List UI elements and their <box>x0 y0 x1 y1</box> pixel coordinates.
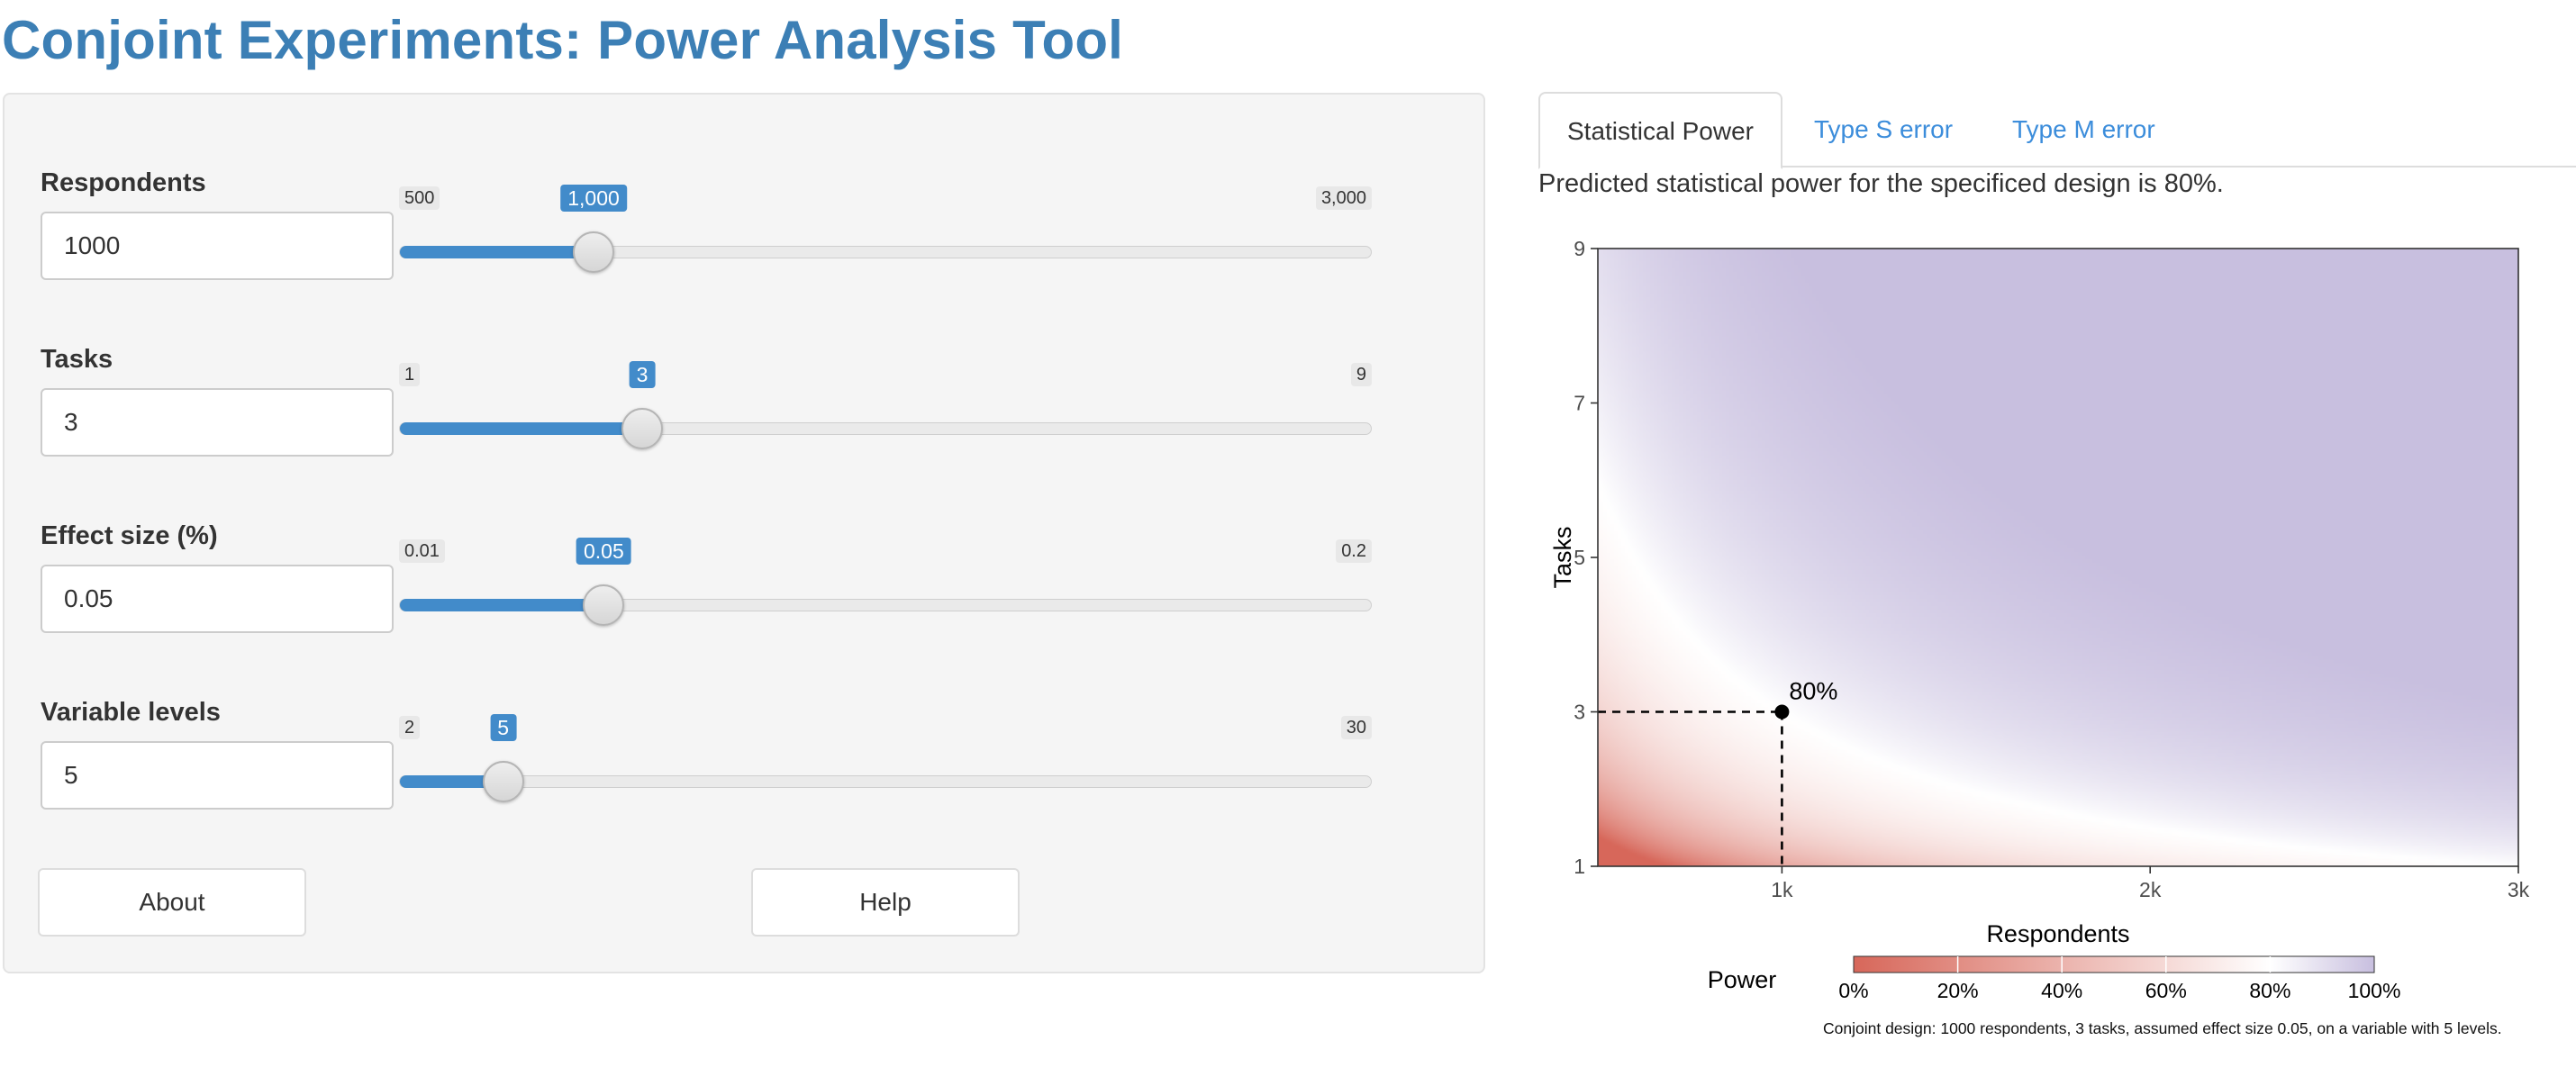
slider-min-label: 500 <box>399 186 440 210</box>
respondents-control: Respondents 500 3,000 1,000 <box>39 168 1372 312</box>
respondents-slider[interactable]: 500 3,000 1,000 <box>399 168 1372 294</box>
slider-track[interactable] <box>399 246 1372 258</box>
legend-tick-label: 20% <box>1937 979 1979 1002</box>
help-button[interactable]: Help <box>751 868 1020 937</box>
slider-track[interactable] <box>399 599 1372 611</box>
heatmap-fill <box>1598 249 2518 866</box>
slider-fill <box>400 599 605 611</box>
y-tick-label: 9 <box>1574 237 1585 260</box>
slider-max-label: 30 <box>1340 716 1372 739</box>
legend-tick-label: 100% <box>2348 979 2401 1002</box>
legend-ticks: 0% 20% 40% 60% 80% 100% <box>1838 956 2400 1002</box>
tab-statistical-power[interactable]: Statistical Power <box>1538 92 1782 169</box>
respondents-label: Respondents <box>41 168 206 197</box>
tasks-slider[interactable]: 1 9 3 <box>399 345 1372 471</box>
slider-handle[interactable] <box>621 408 663 449</box>
legend-colorbar <box>1853 955 2375 973</box>
slider-min-label: 0.01 <box>399 539 445 563</box>
x-tick-label: 2k <box>2139 878 2162 901</box>
tab-bar: Statistical Power Type S error Type M er… <box>1538 92 2576 169</box>
legend-tick-label: 0% <box>1838 979 1868 1002</box>
tasks-control: Tasks 1 9 3 <box>39 345 1372 489</box>
tab-type-m-error[interactable]: Type M error <box>2012 115 2155 143</box>
legend-tick-label: 80% <box>2249 979 2290 1002</box>
slider-min-label: 1 <box>399 363 421 386</box>
x-tick-label: 1k <box>1771 878 1793 901</box>
y-axis-title: Tasks <box>1549 526 1576 588</box>
legend-tick-label: 60% <box>2145 979 2187 1002</box>
legend-title: Power <box>1708 966 1777 993</box>
plot-area: 80% 1k 2k 3k 1 3 5 7 9 Respondents Tasks <box>1549 237 2530 947</box>
tasks-label: Tasks <box>41 345 113 374</box>
respondents-input[interactable] <box>41 212 394 280</box>
legend-tick-label: 40% <box>2041 979 2082 1002</box>
variable-levels-label: Variable levels <box>41 698 221 727</box>
tab-type-s-error[interactable]: Type S error <box>1814 115 1954 143</box>
power-legend: Power 0% 20% 40% 60% 80% 100% <box>1708 955 2400 1002</box>
slider-max-label: 9 <box>1350 363 1372 386</box>
slider-max-label: 0.2 <box>1336 539 1372 563</box>
slider-max-label: 3,000 <box>1315 186 1372 210</box>
variable-levels-slider[interactable]: 2 30 5 <box>399 698 1372 824</box>
effect-size-control: Effect size (%) 0.01 0.2 0.05 <box>39 521 1372 665</box>
x-tick-label: 3k <box>2508 878 2530 901</box>
power-result-text: Predicted statistical power for the spec… <box>1538 169 2224 198</box>
slider-fill <box>400 246 594 258</box>
slider-value-label: 3 <box>629 361 656 388</box>
y-tick-label: 5 <box>1574 546 1585 569</box>
slider-handle[interactable] <box>583 584 625 626</box>
slider-fill <box>400 422 643 435</box>
tasks-input[interactable] <box>41 388 394 457</box>
about-button[interactable]: About <box>38 868 306 937</box>
slider-handle[interactable] <box>482 761 524 802</box>
y-tick-label: 1 <box>1574 855 1585 878</box>
effect-size-input[interactable] <box>41 565 394 633</box>
x-axis-title: Respondents <box>1986 920 2129 947</box>
design-caption: Conjoint design: 1000 respondents, 3 tas… <box>1823 1019 2502 1037</box>
slider-value-label: 5 <box>490 714 517 741</box>
y-axis-ticks: 1 3 5 7 9 <box>1574 237 1598 878</box>
slider-handle[interactable] <box>573 231 614 273</box>
power-heatmap-chart: 80% 1k 2k 3k 1 3 5 7 9 Respondents Tasks Power… <box>1549 237 2530 1002</box>
effect-size-label: Effect size (%) <box>41 521 218 550</box>
x-axis-ticks: 1k 2k 3k <box>1771 866 2530 901</box>
design-point-label: 80% <box>1789 678 1837 705</box>
variable-levels-input[interactable] <box>41 741 394 810</box>
variable-levels-control: Variable levels 2 30 5 <box>39 698 1372 842</box>
slider-track[interactable] <box>399 775 1372 788</box>
effect-size-slider[interactable]: 0.01 0.2 0.05 <box>399 521 1372 647</box>
slider-value-label: 1,000 <box>560 185 627 212</box>
control-panel: Respondents 500 3,000 1,000 Tasks 1 9 3 … <box>3 93 1485 973</box>
slider-track[interactable] <box>399 422 1372 435</box>
slider-fill <box>400 775 504 788</box>
slider-value-label: 0.05 <box>576 538 631 565</box>
slider-min-label: 2 <box>399 716 421 739</box>
design-point-marker <box>1774 704 1790 720</box>
app-title: Conjoint Experiments: Power Analysis Too… <box>2 10 1124 70</box>
y-tick-label: 3 <box>1574 701 1585 724</box>
y-tick-label: 7 <box>1574 392 1585 415</box>
